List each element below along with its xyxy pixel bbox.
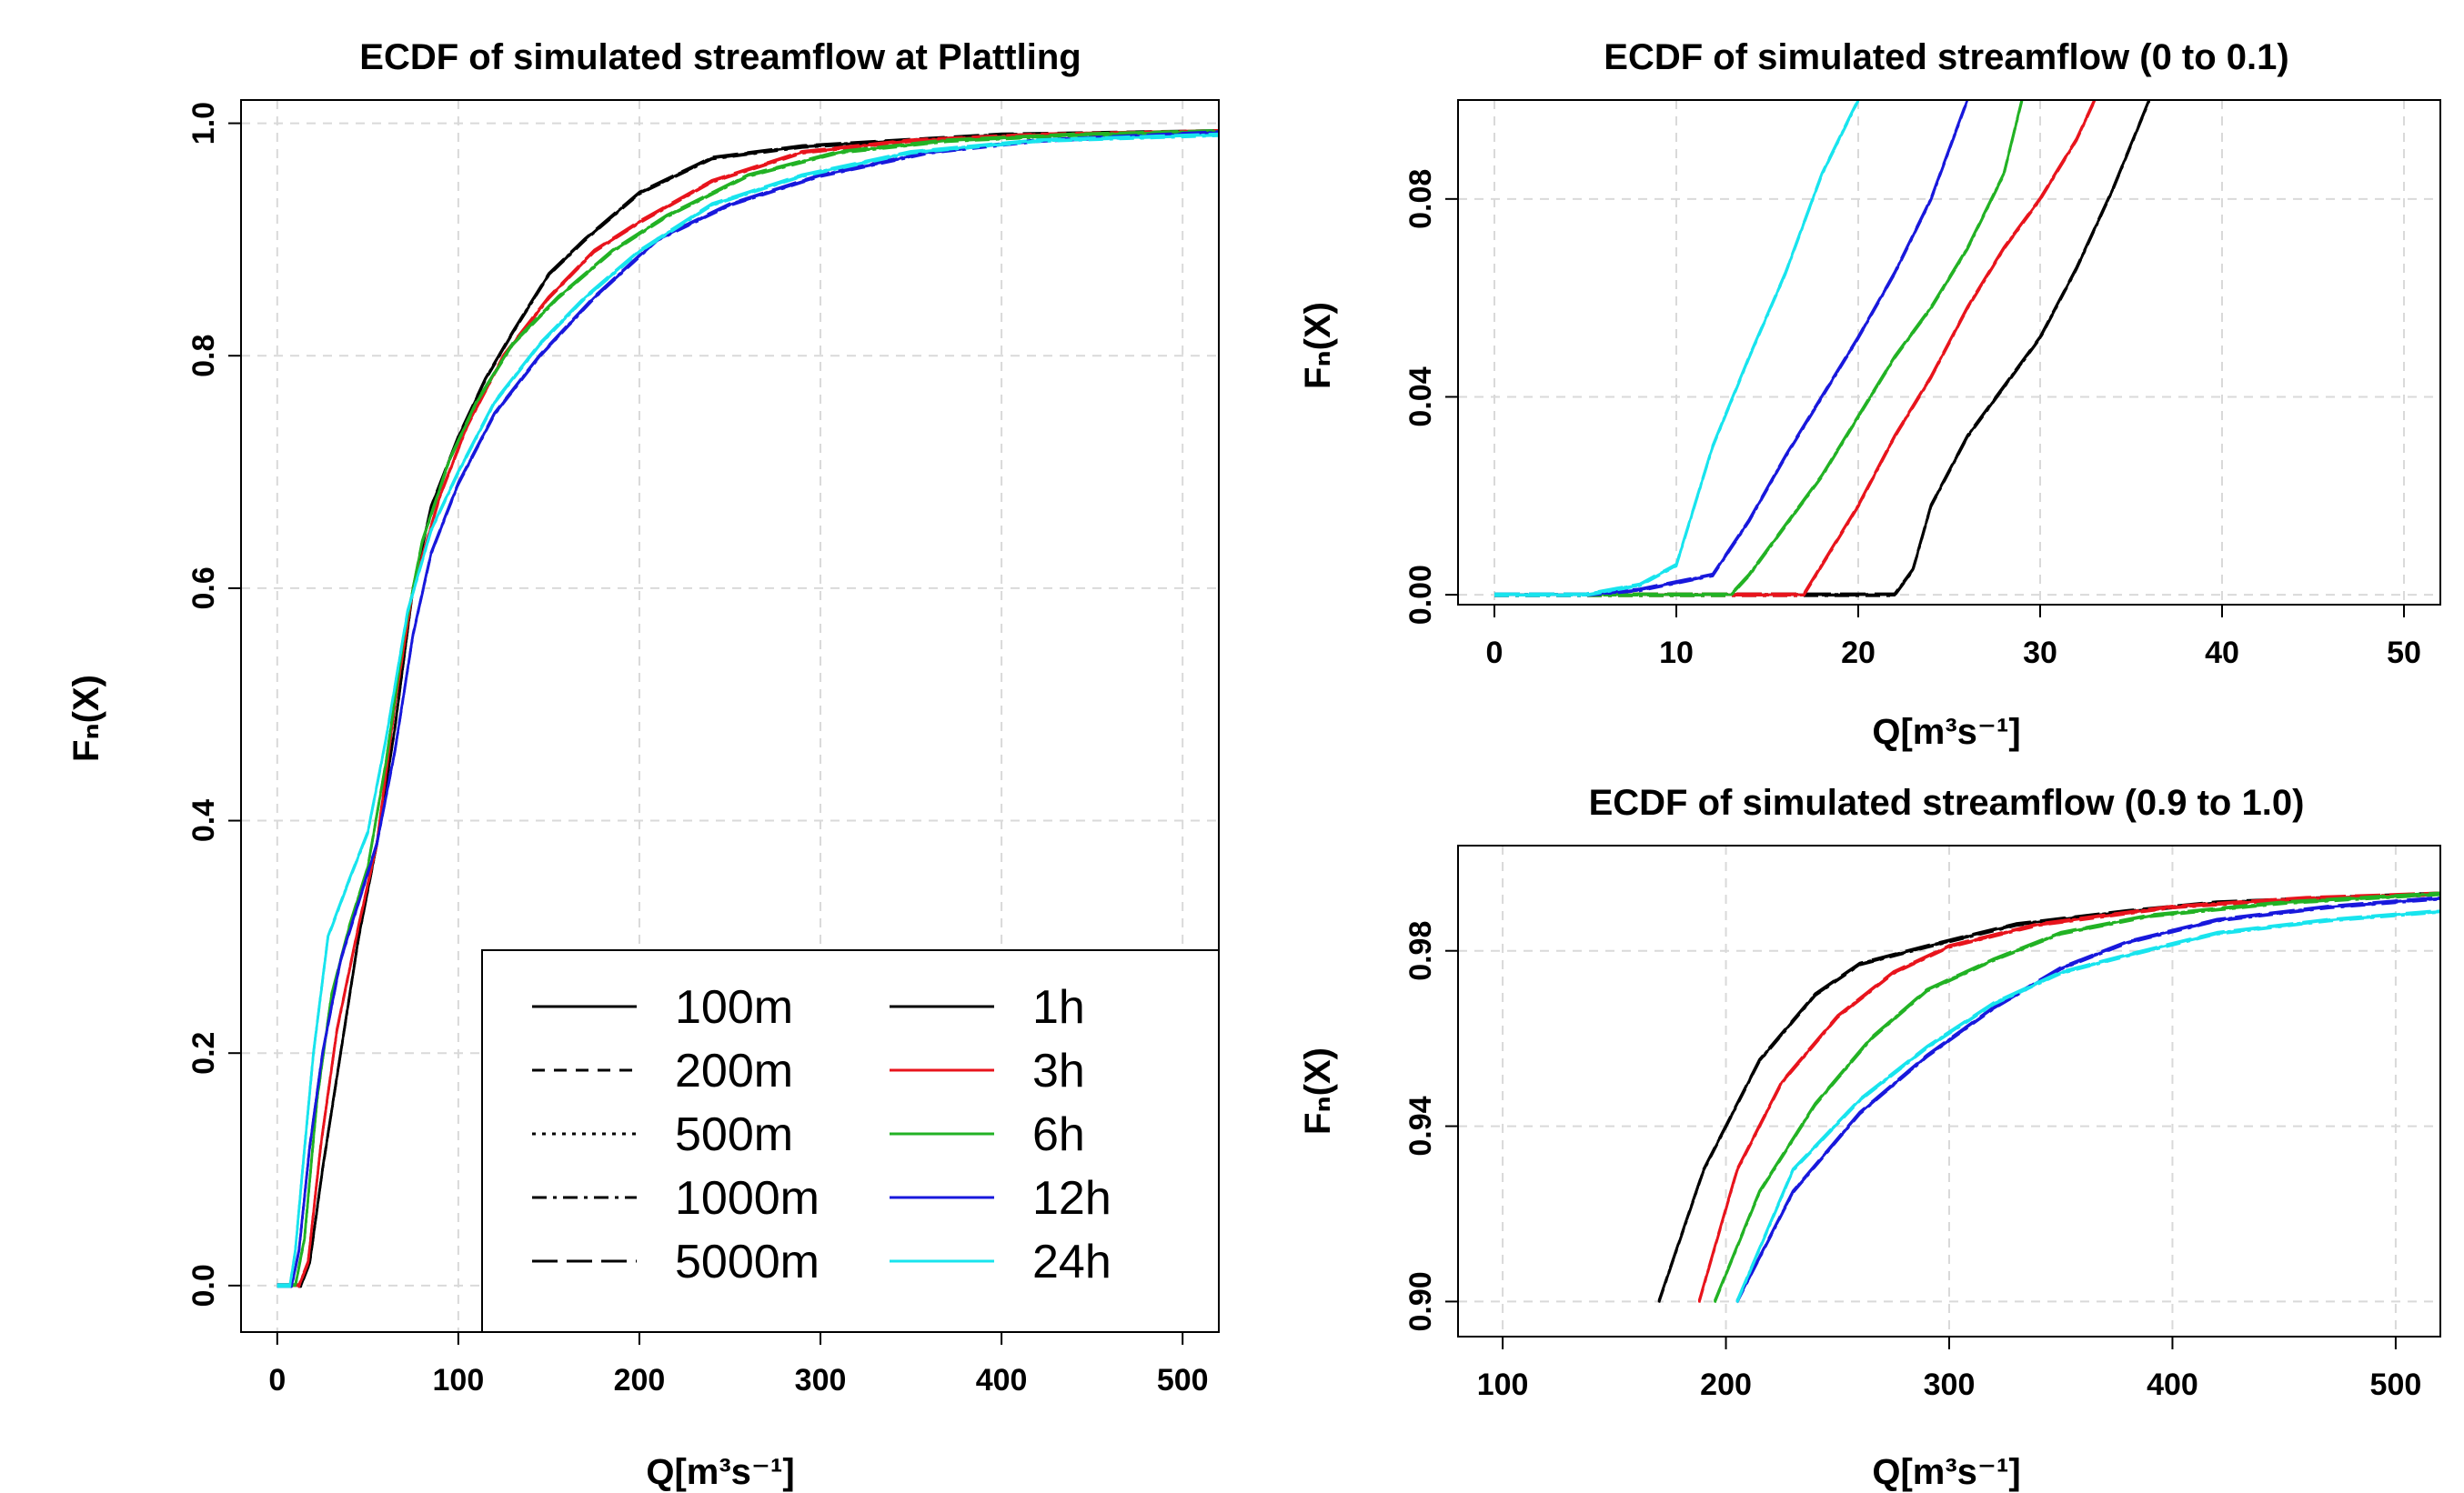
high-series-6h-line	[1714, 891, 2440, 1301]
low-x-tick-label: 30	[2023, 636, 2057, 670]
main-y-tick-label: 0.6	[186, 566, 221, 609]
legend-timestep-label: 24h	[1032, 1236, 1111, 1288]
high-y-tick-label: 0.90	[1403, 1271, 1438, 1331]
main-x-tick-label: 100	[433, 1363, 485, 1398]
main-x-tick-label: 500	[1157, 1363, 1209, 1398]
low-quantile-chart: ECDF of simulated streamflow (0 to 0.1) …	[1298, 37, 2441, 752]
main-x-tick-label: 400	[976, 1363, 1028, 1398]
main-series-12h-line	[277, 130, 1219, 1286]
high-y-tick-label: 0.94	[1403, 1096, 1438, 1156]
low-chart-plot-frame	[1457, 99, 2441, 606]
high-series-6h-line	[1714, 893, 2440, 1304]
main-chart-title: ECDF of simulated streamflow at Plattlin…	[359, 37, 1081, 77]
low-series-6h-line	[1494, 100, 2024, 596]
low-series-1h-line	[1494, 100, 2151, 597]
main-chart: ECDF of simulated streamflow at Plattlin…	[66, 37, 1220, 1492]
legend-resolution-label: 200m	[675, 1045, 793, 1097]
legend-resolution-label: 500m	[675, 1108, 793, 1161]
high-series-6h-line	[1714, 892, 2440, 1302]
low-series-1h-line	[1494, 100, 2150, 596]
main-y-tick-label: 1.0	[186, 102, 221, 145]
low-series-3h-line	[1494, 100, 2096, 596]
high-series-3h-line	[1697, 891, 2440, 1301]
main-y-tick-label: 0.2	[186, 1032, 221, 1075]
high-x-tick-label: 500	[2370, 1368, 2422, 1402]
legend-timestep-label: 12h	[1032, 1172, 1111, 1225]
legend-resolution-label: 5000m	[675, 1236, 820, 1288]
high-quantile-chart: ECDF of simulated streamflow (0.9 to 1.0…	[1298, 783, 2441, 1492]
main-chart-x-label: Q[m³s⁻¹]	[646, 1452, 794, 1492]
high-x-tick-label: 300	[1924, 1368, 1976, 1402]
high-chart-x-label: Q[m³s⁻¹]	[1872, 1452, 2020, 1492]
low-x-tick-label: 40	[2205, 636, 2239, 670]
low-x-tick-label: 10	[1659, 636, 1694, 670]
low-series-24h-line	[1494, 100, 1859, 596]
low-x-tick-label: 20	[1841, 636, 1876, 670]
high-chart-y-label: Fₙ(X)	[1298, 1047, 1338, 1135]
main-x-tick-label: 200	[614, 1363, 666, 1398]
legend-resolution-label: 1000m	[675, 1172, 820, 1225]
low-y-tick-label: 0.04	[1403, 366, 1438, 426]
high-x-tick-label: 100	[1477, 1368, 1529, 1402]
main-y-tick-label: 0.4	[186, 799, 221, 842]
main-series-24h-line	[277, 132, 1219, 1286]
main-y-tick-label: 0.8	[186, 335, 221, 377]
main-x-tick-label: 300	[795, 1363, 847, 1398]
high-series-24h-line	[1735, 911, 2440, 1304]
high-y-tick-label: 0.98	[1403, 921, 1438, 981]
main-series-3h-line	[277, 131, 1219, 1288]
low-chart-y-label: Fₙ(X)	[1298, 302, 1338, 389]
low-chart-x-label: Q[m³s⁻¹]	[1872, 712, 2020, 752]
low-y-tick-label: 0.08	[1403, 169, 1438, 229]
low-x-tick-label: 0	[1486, 636, 1504, 670]
legend-box	[481, 949, 1220, 1333]
high-series-24h-line	[1735, 908, 2440, 1301]
main-y-tick-label: 0.0	[186, 1264, 221, 1307]
legend-timestep-label: 6h	[1032, 1108, 1085, 1161]
main-x-tick-label: 0	[268, 1363, 286, 1398]
low-chart-title: ECDF of simulated streamflow (0 to 0.1)	[1604, 37, 2288, 77]
legend-timestep-label: 3h	[1032, 1045, 1085, 1097]
main-series-3h-line	[277, 129, 1219, 1286]
low-x-tick-label: 50	[2387, 636, 2421, 670]
high-series-1h-line	[1657, 891, 2440, 1301]
main-chart-y-label: Fₙ(X)	[66, 675, 106, 762]
legend-resolution-label: 100m	[675, 981, 793, 1034]
legend-timestep-label: 1h	[1032, 981, 1085, 1034]
high-x-tick-label: 200	[1700, 1368, 1752, 1402]
high-chart-title: ECDF of simulated streamflow (0.9 to 1.0…	[1589, 783, 2305, 823]
low-y-tick-label: 0.00	[1403, 565, 1438, 625]
legend: 100m 200m 500m 1000m 5000m 1h 3h 6h 12h 24h	[481, 949, 1220, 1333]
high-x-tick-label: 400	[2147, 1368, 2198, 1402]
